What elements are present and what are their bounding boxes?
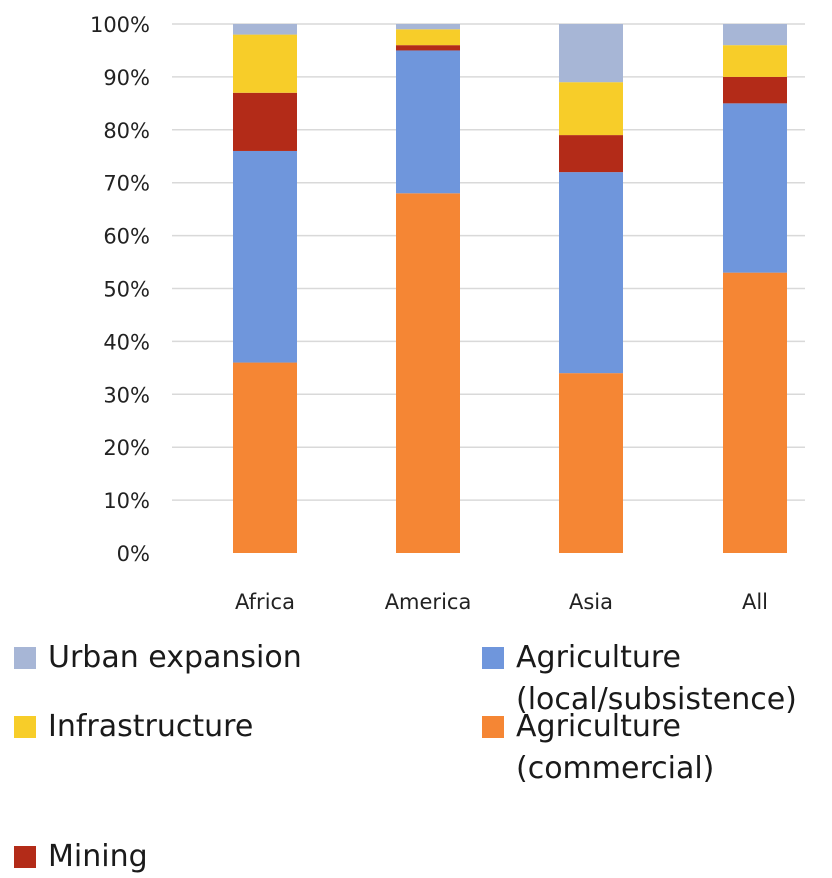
legend-label-infrastructure: Infrastructure [48,709,254,744]
y-tick-label: 60% [103,225,150,249]
y-axis: 0% 10% 20% 30% 40% 50% 60% 70% 80% 90% 100% [90,13,150,566]
legend-swatch-agriculture-local [482,647,504,669]
legend-label-mining: Mining [48,839,148,874]
bar-america-agriculture-commercial [396,193,460,553]
bar-asia-agriculture-commercial [559,373,623,553]
y-tick-label: 30% [103,383,150,407]
x-tick-label: All [742,590,768,614]
legend-label-agriculture-commercial-line1: Agriculture [516,709,681,744]
bar-america-agriculture-local-subsistence [396,50,460,194]
bar-africa-urban-expansion [233,24,297,35]
bar-africa-agriculture-local-subsistence [233,150,297,363]
legend-item-mining: Mining [14,836,148,878]
legend-item-agriculture-commercial: Agriculture (commercial) [482,706,714,790]
bar-asia-agriculture-local-subsistence [559,172,623,374]
y-tick-label: 100% [90,13,150,37]
bar-all-agriculture-commercial [723,272,787,553]
y-tick-label: 40% [103,330,150,354]
bar-america-mining [396,45,460,51]
y-tick-label: 10% [103,489,150,513]
x-tick-label: Africa [235,590,295,614]
legend-swatch-infrastructure [14,716,36,738]
bar-all-agriculture-local-subsistence [723,103,787,273]
legend-swatch-mining [14,846,36,868]
bars [233,24,787,553]
legend-item-infrastructure: Infrastructure [14,706,253,748]
legend-label-agriculture-commercial-line2: (commercial) [516,751,715,786]
bar-all-mining [723,76,787,104]
bar-africa-mining [233,92,297,151]
bar-asia-mining [559,135,623,173]
legend-swatch-agriculture-commercial [482,716,504,738]
bar-america-infrastructure [396,29,460,46]
bar-asia-urban-expansion [559,24,623,83]
bar-all-urban-expansion [723,24,787,46]
y-tick-label: 70% [103,172,150,196]
legend-item-urban-expansion: Urban expansion [14,637,302,679]
legend-label-agriculture-local-line1: Agriculture [516,640,681,675]
y-tick-label: 20% [103,436,150,460]
bar-asia-infrastructure [559,82,623,136]
bar-africa-agriculture-commercial [233,362,297,553]
x-tick-label: Asia [569,590,613,614]
x-tick-label: America [385,590,472,614]
y-tick-label: 80% [103,119,150,143]
legend-label-agriculture-local-line2: (local/subsistence) [516,682,797,717]
bar-all-infrastructure [723,45,787,77]
bar-africa-infrastructure [233,34,297,93]
legend-label-urban-expansion: Urban expansion [48,640,302,675]
y-tick-label: 90% [103,66,150,90]
legend-swatch-urban-expansion [14,647,36,669]
bar-america-urban-expansion [396,24,460,30]
y-tick-label: 0% [117,542,150,566]
stacked-bar-chart: 0% 10% 20% 30% 40% 50% 60% 70% 80% 90% 100% Africa… [90,13,805,614]
legend-item-agriculture-local: Agriculture (local/subsistence) [482,637,797,721]
y-tick-label: 50% [103,278,150,302]
x-axis: Africa America Asia All [235,590,768,614]
